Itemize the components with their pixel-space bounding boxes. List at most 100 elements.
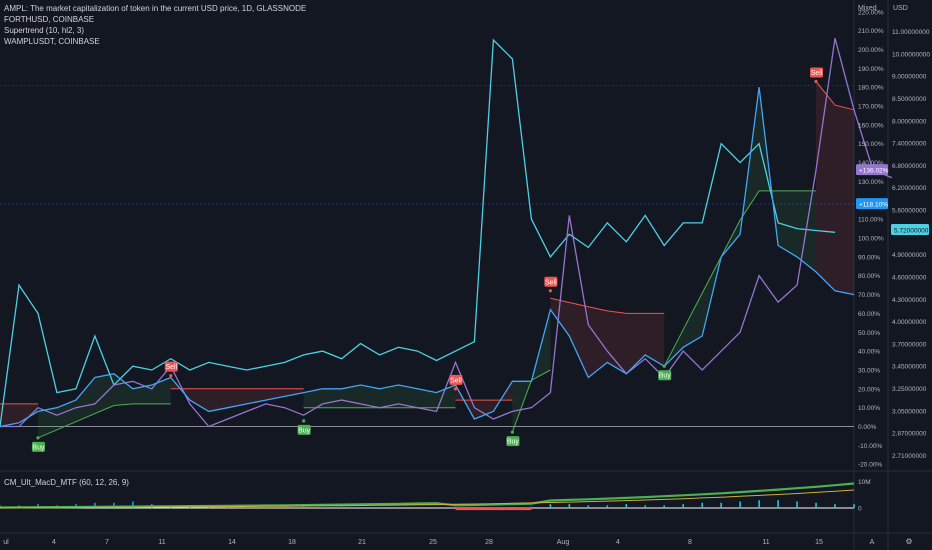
pct-tick-24: -20.00% <box>858 462 882 469</box>
usd-tick-7: 6.20000000 <box>892 185 927 192</box>
supertrend-line-8 <box>815 81 855 111</box>
signal-dot-2 <box>302 419 306 423</box>
scale-header-usd: USD <box>893 5 908 12</box>
pct-tick-12: 100.00% <box>858 236 884 243</box>
usd-tick-6: 6.80000000 <box>892 163 927 170</box>
badge-blue-bg <box>856 198 888 210</box>
x-tick-13: 15 <box>815 539 823 546</box>
usd-tick-10: 4.90000000 <box>892 252 927 259</box>
signal-box-0 <box>31 441 45 452</box>
pct-tick-13: 90.00% <box>858 254 880 261</box>
pct-tick-17: 50.00% <box>858 330 880 337</box>
usd-tick-12: 4.30000000 <box>892 297 927 304</box>
signal-label-4: Buy <box>507 439 520 446</box>
x-tick-1: 4 <box>52 539 56 546</box>
supertrend-fill-6 <box>550 298 665 378</box>
pct-tick-19: 30.00% <box>858 367 880 374</box>
signal-box-7 <box>810 67 824 78</box>
legend-supertrend[interactable]: Supertrend (10, hl2, 3) <box>4 26 85 35</box>
macd-hist-bar-38 <box>720 502 722 508</box>
x-tick-3: 11 <box>158 539 165 546</box>
signal-label-7: Sell <box>811 70 823 77</box>
macd-hist-bar-35 <box>663 505 666 508</box>
supertrend-fill-0 <box>0 403 38 427</box>
auto-scale-icon: A <box>870 539 875 546</box>
macd-hist-bar-17 <box>321 506 324 508</box>
x-tick-9: Aug <box>557 539 570 546</box>
series-line-2 <box>0 87 855 428</box>
pct-tick-15: 70.00% <box>858 292 880 299</box>
signal-dot-5 <box>548 289 552 293</box>
macd-axis-zero: 0 <box>858 506 862 513</box>
signal-dot-7 <box>814 79 818 84</box>
usd-tick-8: 5.60000000 <box>892 208 927 215</box>
x-tick-12: 11 <box>762 539 769 546</box>
signal-dot-6 <box>662 364 666 368</box>
series-line-0 <box>0 38 836 427</box>
macd-hist-bar-33 <box>625 504 628 508</box>
pct-tick-20: 20.00% <box>858 386 880 393</box>
signal-dot-4 <box>510 430 514 434</box>
macd-legend[interactable]: CM_Ult_MacD_MTF (60, 12, 26, 9) <box>4 478 129 487</box>
macd-hist-bar-31 <box>587 505 590 508</box>
macd-hist-bar-11 <box>207 506 210 508</box>
legend-forth[interactable]: FORTHUSD, COINBASE <box>4 15 95 24</box>
usd-tick-14: 3.70000000 <box>892 341 927 348</box>
x-tick-7: 25 <box>429 539 437 546</box>
macd-hist-bar-39 <box>739 501 741 508</box>
signal-label-2: Buy <box>298 427 311 434</box>
x-tick-2: 7 <box>105 539 109 546</box>
x-tick-5: 18 <box>288 539 296 546</box>
series-line-1 <box>0 38 893 428</box>
pct-tick-3: 190.00% <box>858 66 884 73</box>
signal-label-1: Sell <box>165 364 177 371</box>
pct-tick-11: 110.00% <box>858 217 883 224</box>
pct-tick-21: 10.00% <box>858 405 880 412</box>
usd-tick-17: 3.05000000 <box>892 408 927 415</box>
legend-ampl[interactable]: AMPL: The market capitalization of token… <box>4 4 307 13</box>
macd-hist-bar-28 <box>530 506 533 508</box>
signal-box-3 <box>449 374 463 385</box>
macd-hist-bar-29 <box>549 504 552 508</box>
macd-hist-bar-16 <box>302 505 305 508</box>
supertrend-line-6 <box>550 297 665 314</box>
signal-label-0: Buy <box>32 444 45 451</box>
macd-signal-line <box>0 489 855 509</box>
x-tick-10: 4 <box>616 539 620 546</box>
badge-cyan: 5.72000000 <box>894 228 929 235</box>
macd-hist-bar-14 <box>264 506 267 508</box>
pct-tick-7: 150.00% <box>858 141 884 148</box>
signal-box-4 <box>506 436 520 447</box>
usd-tick-19: 2.71000000 <box>892 453 927 460</box>
supertrend-fill-7 <box>664 87 816 367</box>
signal-label-6: Buy <box>659 373 672 380</box>
badge-purple: +136.02% <box>859 168 889 175</box>
legend-wampl[interactable]: WAMPLUSDT, COINBASE <box>4 37 100 46</box>
supertrend-fill-2 <box>170 377 304 412</box>
supertrend-fill-8 <box>816 81 854 295</box>
macd-hist-bar-37 <box>701 502 703 508</box>
macd-line <box>0 482 855 509</box>
x-tick-4: 14 <box>228 539 236 546</box>
macd-hist-bar-45 <box>853 504 855 508</box>
settings-icon: ⚙ <box>905 537 912 546</box>
macd-hist-bar-40 <box>758 500 760 508</box>
macd-hist-bar-44 <box>834 504 836 508</box>
macd-hist-bar-43 <box>815 502 817 508</box>
pct-tick-9: 130.00% <box>858 179 884 186</box>
signal-dot-1 <box>169 374 173 378</box>
pct-tick-4: 180.00% <box>858 85 884 92</box>
signal-label-5: Sell <box>545 279 557 286</box>
usd-tick-1: 10.00000000 <box>892 51 930 58</box>
signal-dot-0 <box>36 436 40 440</box>
usd-tick-0: 11.00000000 <box>892 29 930 36</box>
supertrend-fill-3 <box>303 385 456 408</box>
scale-header-mixed: Mixed <box>858 5 877 12</box>
chart-legend: AMPL: The market capitalization of token… <box>4 3 306 47</box>
pct-tick-1: 210.00% <box>858 28 884 35</box>
usd-tick-11: 4.60000000 <box>892 274 927 281</box>
macd-hist-bar-34 <box>644 505 647 508</box>
